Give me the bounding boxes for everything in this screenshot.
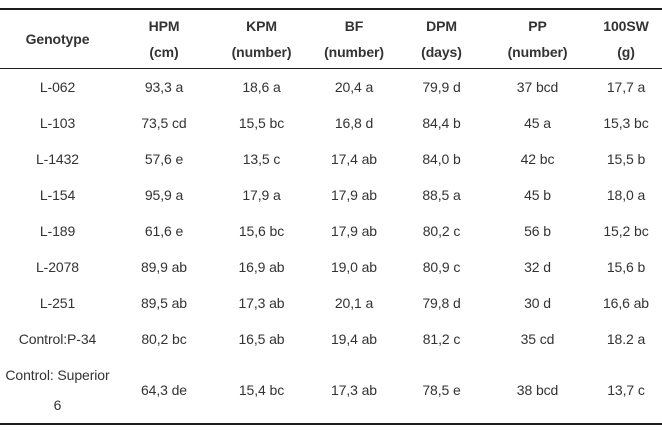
column-header-hpm: HPM (cm)	[115, 9, 213, 69]
table-row: L-189 61,6 e 15,6 bc 17,9 ab 80,2 c 56 b 15,2 …	[0, 213, 662, 249]
column-header-bf: BF (number)	[310, 9, 398, 69]
genotype-cell: Control: Superior 6	[5, 367, 110, 413]
genotype-cell: L-1432	[36, 151, 79, 167]
value-cell: 15,6 b	[606, 259, 646, 275]
table-row: Control: Superior 6 64,3 de 15,4 bc 17,3 ab…	[0, 357, 662, 424]
value-cell: 15,6 bc	[238, 223, 285, 239]
table-body: L-062 93,3 a 18,6 a 20,4 a 79,9 d 37 bcd 17,7 …	[0, 69, 662, 425]
value-cell: 17,3 ab	[238, 295, 285, 311]
value-cell: 35 cd	[520, 331, 555, 347]
value-cell: 32 d	[524, 259, 551, 275]
genotype-results-table: Genotype HPM (cm) KPM (number) BF (number) DPM (…	[0, 8, 662, 425]
value-cell: 20,4 a	[334, 79, 374, 95]
value-cell: 79,8 d	[422, 295, 461, 311]
value-cell: 64,3 de	[140, 382, 187, 398]
column-label: BF	[344, 18, 364, 34]
header-row: Genotype HPM (cm) KPM (number) BF (number) DPM (…	[0, 9, 662, 69]
value-cell: 16,8 d	[334, 115, 374, 131]
value-cell: 13,7 c	[607, 382, 645, 398]
column-unit: (number)	[231, 44, 292, 60]
value-cell: 15,5 b	[606, 151, 646, 167]
column-label: 100SW	[603, 18, 649, 34]
value-cell: 30 d	[524, 295, 551, 311]
value-cell: 80,9 c	[422, 259, 461, 275]
column-label: HPM	[148, 18, 180, 34]
table-row: L-154 95,9 a 17,9 a 17,9 ab 88,5 a 45 b 18,0 a	[0, 177, 662, 213]
table-row: L-251 89,5 ab 17,3 ab 20,1 a 79,8 d 30 d 16,6 …	[0, 285, 662, 321]
value-cell: 89,9 ab	[140, 259, 187, 275]
value-cell: 17,3 ab	[330, 382, 377, 398]
value-cell: 15,2 bc	[603, 223, 649, 239]
value-cell: 89,5 ab	[140, 295, 187, 311]
value-cell: 93,3 a	[144, 79, 184, 95]
value-cell: 18.2 a	[606, 331, 646, 347]
value-cell: 18,6 a	[242, 79, 281, 95]
value-cell: 81,2 c	[422, 331, 461, 347]
table-row: L-062 93,3 a 18,6 a 20,4 a 79,9 d 37 bcd 17,7 …	[0, 69, 662, 106]
value-cell: 42 bc	[520, 151, 555, 167]
value-cell: 17,9 ab	[330, 187, 377, 203]
value-cell: 95,9 a	[144, 187, 184, 203]
table-header: Genotype HPM (cm) KPM (number) BF (number) DPM (…	[0, 9, 662, 69]
column-header-dpm: DPM (days)	[398, 9, 485, 69]
column-unit: (days)	[421, 44, 462, 60]
genotype-cell: L-251	[39, 295, 76, 311]
value-cell: 61,6 e	[144, 223, 184, 239]
genotype-cell: Control:P-34	[18, 331, 97, 347]
value-cell: 19,4 ab	[330, 331, 377, 347]
value-cell: 80,2 c	[422, 223, 461, 239]
column-unit: (number)	[324, 44, 384, 60]
genotype-cell: L-154	[39, 187, 76, 203]
value-cell: 56 b	[524, 223, 551, 239]
table-row: Control:P-34 80,2 bc 16,5 ab 19,4 ab 81,2 c 3…	[0, 321, 662, 357]
column-unit: (g)	[617, 44, 635, 60]
table-row: L-103 73,5 cd 15,5 bc 16,8 d 84,4 b 45 a 15,3 …	[0, 105, 662, 141]
column-header-pp: PP (number)	[485, 9, 590, 69]
value-cell: 80,2 bc	[141, 331, 187, 347]
value-cell: 38 bcd	[516, 382, 559, 398]
page: Genotype HPM (cm) KPM (number) BF (number) DPM (…	[0, 8, 662, 430]
table-row: L-1432 57,6 e 13,5 c 17,4 ab 84,0 b 42 bc 15,5…	[0, 141, 662, 177]
value-cell: 37 bcd	[516, 79, 559, 95]
value-cell: 15,4 bc	[238, 382, 285, 398]
value-cell: 84,0 b	[422, 151, 461, 167]
value-cell: 16,5 ab	[238, 331, 285, 347]
value-cell: 15,5 bc	[238, 115, 285, 131]
value-cell: 19,0 ab	[330, 259, 377, 275]
value-cell: 45 a	[524, 115, 551, 131]
column-label: KPM	[246, 18, 277, 34]
value-cell: 17,9 a	[242, 187, 281, 203]
value-cell: 73,5 cd	[141, 115, 187, 131]
value-cell: 79,9 d	[422, 79, 461, 95]
genotype-cell: L-103	[39, 115, 76, 131]
column-label: PP	[528, 18, 547, 34]
column-label: DPM	[426, 18, 457, 34]
value-cell: 57,6 e	[144, 151, 184, 167]
value-cell: 16,9 ab	[238, 259, 285, 275]
column-header-100sw: 100SW (g)	[590, 9, 662, 69]
value-cell: 18,0 a	[606, 187, 646, 203]
value-cell: 45 b	[524, 187, 551, 203]
genotype-cell: L-062	[39, 79, 76, 95]
table-row: L-2078 89,9 ab 16,9 ab 19,0 ab 80,9 c 32 d 15,…	[0, 249, 662, 285]
value-cell: 84,4 b	[422, 115, 461, 131]
value-cell: 17,4 ab	[330, 151, 377, 167]
value-cell: 16,6 ab	[602, 295, 649, 311]
value-cell: 17,9 ab	[330, 223, 377, 239]
value-cell: 78,5 e	[422, 382, 461, 398]
value-cell: 20,1 a	[334, 295, 374, 311]
column-unit: (cm)	[149, 44, 179, 60]
value-cell: 15,3 bc	[603, 115, 649, 131]
value-cell: 88,5 a	[422, 187, 461, 203]
column-unit: (number)	[507, 44, 568, 60]
value-cell: 17,7 a	[606, 79, 646, 95]
genotype-cell: L-2078	[36, 259, 79, 275]
column-header-genotype: Genotype	[0, 9, 115, 69]
column-header-kpm: KPM (number)	[213, 9, 310, 69]
value-cell: 13,5 c	[242, 151, 281, 167]
column-label: Genotype	[25, 31, 90, 47]
genotype-cell: L-189	[39, 223, 76, 239]
